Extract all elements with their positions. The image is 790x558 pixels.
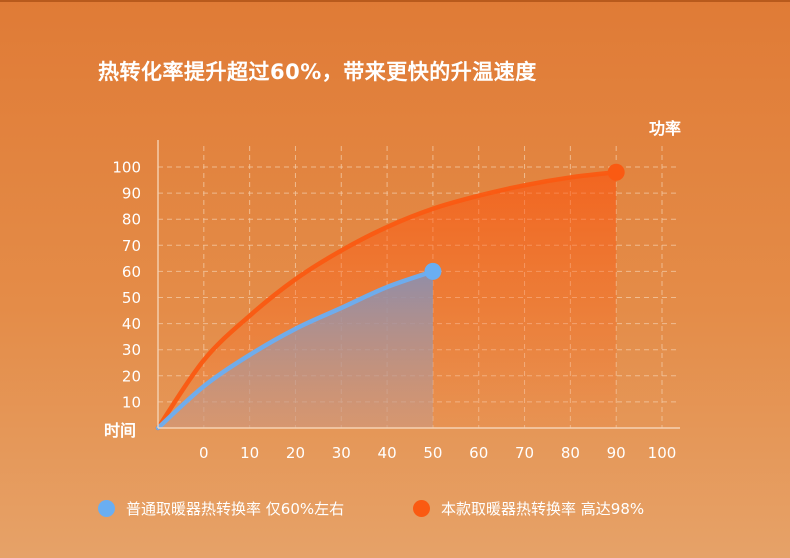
series-areas [158,172,617,428]
y-tick-label-10: 10 [122,393,141,411]
y-tick-label-20: 20 [122,367,141,385]
x-tick-label-70: 70 [515,444,534,462]
x-tick-label-60: 60 [469,444,488,462]
y-tick-label-90: 90 [122,185,141,203]
legend-dot-standard [98,499,115,517]
x-tick-label-90: 90 [607,444,626,462]
legend-label-standard: 普通取暖器热转换率 仅60%左右 [126,499,345,518]
legend-dot-this [413,499,430,517]
x-tick-label-10: 10 [240,444,259,462]
chart-title: 热转化率提升超过60%，带来更快的升温速度 [98,60,537,84]
series-line-standard [155,269,436,431]
y-tick-label-40: 40 [122,315,141,333]
tick-labels: 10 20 30 40 50 60 70 80 90 100 0 10 20 30 40 50 60 70 80 90… [104,119,681,462]
legend-item-standard: 普通取暖器热转换率 仅60%左右 [98,497,344,519]
legend-label-this: 本款取暖器热转换率 高达98% [441,499,645,518]
top-border [0,0,790,2]
y-tick-label-30: 30 [122,341,141,359]
y-tick-label-60: 60 [122,263,141,281]
x-tick-label-0: 0 [199,444,209,462]
legend-item-this: 本款取暖器热转换率 高达98% [413,497,644,519]
y-axis-title: 功率 [649,119,681,138]
x-tick-label-80: 80 [561,444,580,462]
series-line-this [155,169,619,431]
x-tick-label-50: 50 [423,444,442,462]
x-tick-label-100: 100 [648,444,677,462]
y-tick-label-70: 70 [122,237,141,255]
y-tick-label-100: 100 [112,159,141,177]
x-tick-label-30: 30 [332,444,351,462]
y-tick-label-50: 50 [122,289,141,307]
x-tick-label-20: 20 [286,444,305,462]
series-area-standard [158,271,433,428]
x-axis-title: 时间 [104,421,136,440]
series-end-marker-this [607,163,625,181]
series-lines [155,163,625,431]
series-end-marker-standard [424,262,442,280]
x-tick-label-40: 40 [378,444,397,462]
axes [157,140,680,429]
y-tick-label-80: 80 [122,211,141,229]
